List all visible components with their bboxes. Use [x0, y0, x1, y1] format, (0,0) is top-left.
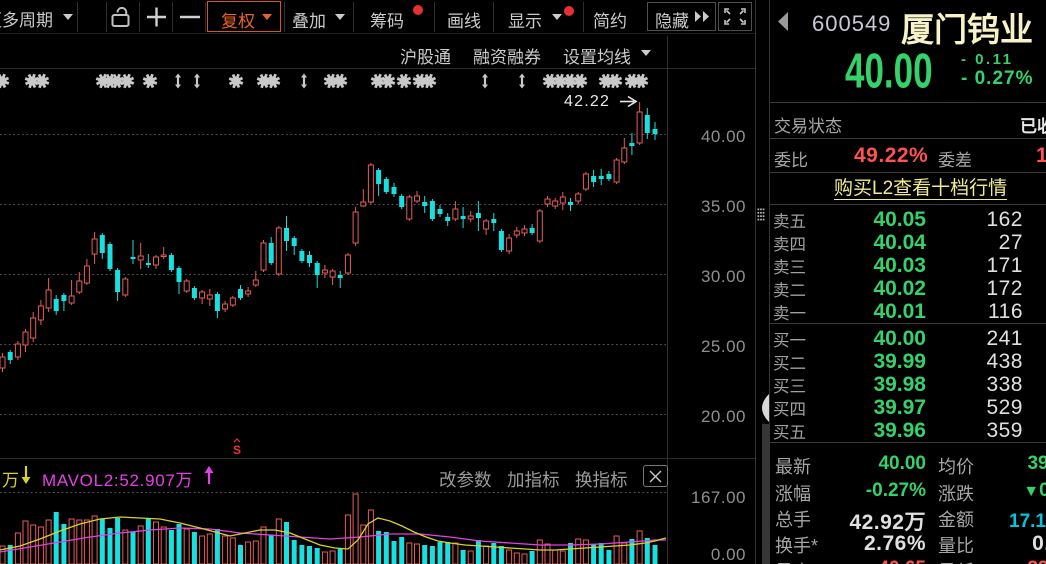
svg-text:S: S [233, 443, 241, 457]
